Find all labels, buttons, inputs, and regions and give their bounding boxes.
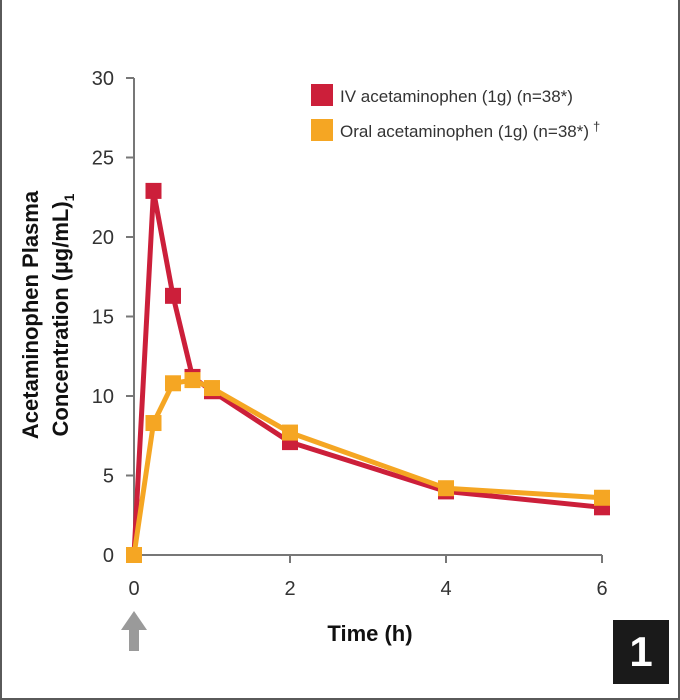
data-point	[594, 490, 610, 506]
legend-label-iv: IV acetaminophen (1g) (n=38*)	[340, 87, 573, 106]
x-tick-label: 2	[284, 578, 295, 600]
y-axis-title-subscript: 1	[61, 193, 77, 201]
y-axis-title-line2: Concentration (µg/mL)1	[48, 193, 77, 436]
data-point	[165, 288, 181, 304]
legend-label-oral-dagger: †	[593, 119, 600, 134]
data-point	[438, 480, 454, 496]
legend-label-oral: Oral acetaminophen (1g) (n=38*) †	[340, 119, 600, 141]
data-point	[165, 375, 181, 391]
data-point	[204, 380, 220, 396]
y-tick-label: 5	[103, 466, 114, 488]
x-tick-label: 6	[596, 578, 607, 600]
legend-swatch-iv	[311, 84, 333, 106]
legend-label-oral-text: Oral acetaminophen (1g) (n=38*)	[340, 122, 589, 141]
y-tick-label: 0	[103, 545, 114, 567]
data-point	[126, 547, 142, 563]
y-tick-label: 10	[92, 386, 114, 408]
dose-arrow-head	[121, 611, 147, 630]
y-axis-title-line2-text: Concentration (µg/mL)	[48, 201, 73, 436]
x-tick-label: 0	[128, 578, 139, 600]
y-tick-label: 15	[92, 307, 114, 329]
y-axis-title-line1: Acetaminophen Plasma	[18, 190, 43, 439]
series-lines	[134, 191, 602, 555]
legend-swatch-oral	[311, 119, 333, 141]
data-point	[146, 183, 162, 199]
dose-arrow-icon	[121, 611, 147, 651]
data-point	[185, 372, 201, 388]
x-tick-label: 4	[440, 578, 451, 600]
legend: IV acetaminophen (1g) (n=38*) Oral aceta…	[311, 84, 600, 141]
figure-number-badge: 1	[613, 620, 669, 684]
y-tick-label: 30	[92, 68, 114, 90]
axes	[134, 78, 602, 555]
ticks: 0 5 10 15 20 25 30 0 2 4 6	[92, 68, 608, 600]
series-line-0	[134, 191, 602, 555]
dose-arrow-shaft	[129, 629, 139, 651]
x-axis-title: Time (h)	[327, 621, 412, 646]
y-tick-label: 20	[92, 227, 114, 249]
data-point	[282, 425, 298, 441]
data-point	[146, 415, 162, 431]
y-tick-label: 25	[92, 148, 114, 170]
series-points	[126, 183, 610, 563]
